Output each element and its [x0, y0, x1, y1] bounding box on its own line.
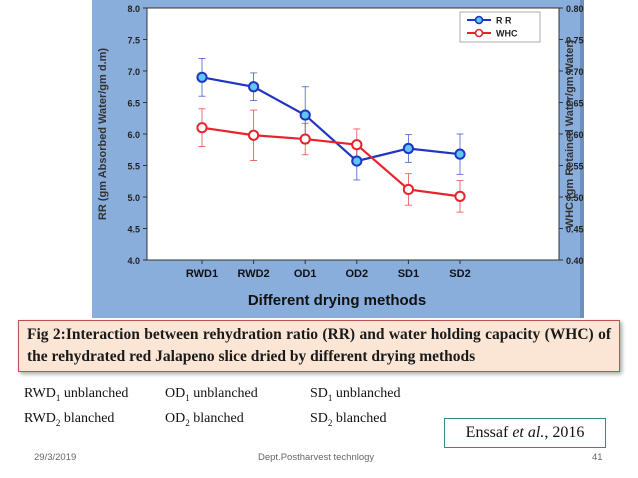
footer-date: 29/3/2019: [34, 452, 77, 463]
y-left-tick-label: 8.0: [127, 4, 140, 14]
x-tick-label: SD2: [449, 268, 470, 280]
y-right-tick-label: 0.40: [566, 256, 584, 266]
whc-point: [351, 139, 363, 151]
whc-point: [299, 133, 311, 145]
footer-page-number: 41: [592, 452, 603, 463]
whc-point: [402, 183, 414, 196]
y-left-tick-label: 5.0: [127, 193, 140, 203]
abbr-sd1: SD1 unblanched: [310, 386, 401, 403]
y-left-tick-label: 4.5: [127, 225, 140, 235]
y-axis-left-label: RR (gm Absorbed Water/gm d.m): [97, 48, 109, 220]
rr-point: [402, 142, 414, 155]
x-tick-label: RWD1: [186, 268, 218, 280]
chart-legend: [459, 11, 541, 43]
chart-panel: 4.0 4.5 5.0 5.5 6.0 6.5 7.0 7.5 8.0 0.40 0.45 0.50 0…: [92, 0, 584, 318]
caption-text: Fig 2:Interaction between rehydration ra…: [27, 326, 611, 365]
rr-series-line: [201, 76, 461, 163]
whc-point: [248, 129, 260, 141]
x-tick-label: RWD2: [237, 268, 269, 280]
y-left-tick-label: 5.5: [127, 162, 140, 172]
abbr-sd2: SD2 blanched: [310, 411, 387, 428]
y-right-tick-label: 0.70: [566, 67, 584, 77]
citation: Enssaf et al., 2016: [444, 418, 606, 448]
legend-whc-marker: [474, 28, 484, 38]
y-right-tick-label: 0.45: [566, 225, 584, 235]
plot-area: [146, 7, 560, 261]
rr-point: [196, 71, 208, 83]
line-chart: 4.0 4.5 5.0 5.5 6.0 6.5 7.0 7.5 8.0 0.40 0.45 0.50 0…: [97, 4, 584, 309]
rr-point: [248, 81, 260, 93]
x-axis-label: Different drying methods: [248, 292, 426, 309]
legend-whc-label: WHC: [496, 29, 518, 39]
y-right-tick-label: 0.50: [566, 193, 584, 203]
whc-point: [196, 122, 208, 134]
abbr-rwd2: RWD2 blanched: [24, 411, 115, 428]
rr-point: [299, 109, 311, 121]
rr-point: [351, 155, 363, 167]
y-right-tick-label: 0.75: [566, 36, 584, 46]
rr-point: [454, 148, 466, 160]
y-left-tick-label: 6.5: [127, 99, 140, 109]
y-right-tick-label: 0.55: [566, 162, 584, 172]
x-tick-label: OD2: [345, 268, 368, 280]
x-tick-label: OD1: [294, 268, 317, 280]
x-tick-label: SD1: [398, 268, 419, 280]
figure-caption: Fig 2:Interaction between rehydration ra…: [18, 320, 620, 372]
y-left-tick-label: 6.0: [127, 130, 140, 140]
y-right-tick-label: 0.60: [566, 130, 584, 140]
y-axis-right-label: WHC (gm Retained Water/gm Water): [564, 39, 576, 228]
whc-point: [454, 190, 466, 202]
abbr-od2: OD2 blanched: [165, 411, 244, 428]
legend-rr-marker: [474, 15, 484, 25]
whc-series-line: [201, 126, 461, 198]
y-left-tick-label: 7.5: [127, 36, 140, 46]
abbr-od1: OD1 unblanched: [165, 386, 258, 403]
y-left-tick-label: 7.0: [127, 67, 140, 77]
y-left-tick-label: 4.0: [127, 256, 140, 266]
y-right-tick-label: 0.80: [566, 4, 584, 14]
y-right-tick-label: 0.65: [566, 99, 584, 109]
abbr-rwd1: RWD1 unblanched: [24, 386, 129, 403]
footer-department: Dept.Postharvest technlogy: [258, 452, 375, 463]
legend-rr-label: R R: [496, 16, 512, 26]
